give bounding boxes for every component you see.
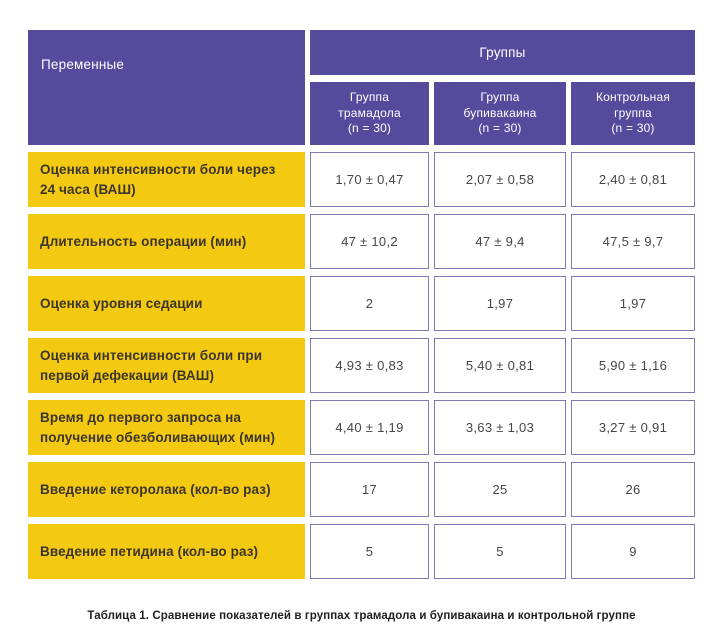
value-cell: 5	[310, 524, 429, 579]
cell-value: 47 ± 10,2	[341, 234, 398, 249]
value-cell: 3,63 ± 1,03	[434, 400, 566, 455]
row-label-cell: Оценка интенсивности боли при первой деф…	[28, 338, 305, 393]
value-cell: 47 ± 9,4	[434, 214, 566, 269]
row-label: Оценка интенсивности боли при первой деф…	[40, 347, 263, 383]
column-header-label: Группа бупивакаина	[463, 89, 537, 120]
cell-value: 1,97	[486, 296, 514, 311]
value-cell: 1,97	[571, 276, 695, 331]
column-header-n: (n = 30)	[478, 121, 522, 136]
value-cell: 4,93 ± 0,83	[310, 338, 429, 393]
value-cell: 47 ± 10,2	[310, 214, 429, 269]
column-header-n: (n = 30)	[611, 121, 655, 136]
cell-value: 9	[629, 544, 637, 559]
value-cell: 26	[571, 462, 695, 517]
column-header-n: (n = 30)	[347, 121, 392, 136]
value-cell: 47,5 ± 9,7	[571, 214, 695, 269]
value-cell: 17	[310, 462, 429, 517]
cell-value: 2,07 ± 0,58	[465, 172, 535, 187]
cell-value: 5,90 ± 1,16	[598, 358, 668, 373]
table-caption: Таблица 1. Сравнение показателей в групп…	[87, 610, 636, 622]
cell-value: 1,97	[619, 296, 647, 311]
column-header-label: Группа трамадола	[338, 89, 401, 120]
cell-value: 1,70 ± 0,47	[335, 172, 404, 187]
row-label: Оценка уровня седации	[40, 295, 203, 311]
groups-header-cell: Группы	[310, 30, 695, 75]
cell-value: 2	[365, 296, 374, 311]
value-cell: 1,70 ± 0,47	[310, 152, 429, 207]
cell-value: 47,5 ± 9,7	[602, 234, 664, 249]
comparison-table-figure: Переменные Группы Группа трамадола (n = …	[28, 30, 695, 622]
value-cell: 2,07 ± 0,58	[434, 152, 566, 207]
row-label-cell: Время до первого запроса на получение об…	[28, 400, 305, 455]
variables-header-label: Переменные	[41, 57, 125, 72]
row-label-cell: Введение кеторолака (кол-во раз)	[28, 462, 305, 517]
value-cell: 5	[434, 524, 566, 579]
row-label-cell: Оценка уровня седации	[28, 276, 305, 331]
cell-value: 47 ± 9,4	[475, 234, 525, 249]
cell-value: 2,40 ± 0,81	[598, 172, 668, 187]
column-header-bupivacaine: Группа бупивакаина (n = 30)	[434, 82, 566, 145]
cell-value: 4,40 ± 1,19	[335, 420, 404, 435]
row-label: Время до первого запроса на получение об…	[40, 409, 276, 445]
row-label: Введение кеторолака (кол-во раз)	[40, 481, 271, 497]
row-label-cell: Введение петидина (кол-во раз)	[28, 524, 305, 579]
row-label: Введение петидина (кол-во раз)	[40, 543, 259, 559]
cell-value: 5,40 ± 0,81	[465, 358, 535, 373]
cell-value: 4,93 ± 0,83	[335, 358, 404, 373]
column-header-tramadol: Группа трамадола (n = 30)	[310, 82, 429, 145]
cell-value: 3,63 ± 1,03	[465, 420, 535, 435]
value-cell: 9	[571, 524, 695, 579]
row-label-cell: Оценка интенсивности боли через 24 часа …	[28, 152, 305, 207]
value-cell: 5,40 ± 0,81	[434, 338, 566, 393]
column-header-label: Контрольная группа	[595, 89, 671, 120]
cell-value: 17	[361, 482, 378, 497]
value-cell: 5,90 ± 1,16	[571, 338, 695, 393]
row-label: Оценка интенсивности боли через 24 часа …	[40, 161, 276, 197]
cell-value: 5	[496, 544, 504, 559]
cell-value: 26	[625, 482, 641, 497]
variables-header-cell: Переменные	[28, 30, 305, 145]
cell-value: 3,27 ± 0,91	[598, 420, 668, 435]
value-cell: 3,27 ± 0,91	[571, 400, 695, 455]
table-grid: Переменные Группы Группа трамадола (n = …	[28, 30, 695, 579]
groups-header-label: Группы	[479, 45, 526, 60]
row-label: Длительность операции (мин)	[40, 233, 247, 249]
value-cell: 2	[310, 276, 429, 331]
value-cell: 1,97	[434, 276, 566, 331]
value-cell: 2,40 ± 0,81	[571, 152, 695, 207]
cell-value: 25	[492, 482, 508, 497]
value-cell: 25	[434, 462, 566, 517]
cell-value: 5	[365, 544, 374, 559]
column-header-control: Контрольная группа (n = 30)	[571, 82, 695, 145]
value-cell: 4,40 ± 1,19	[310, 400, 429, 455]
row-label-cell: Длительность операции (мин)	[28, 214, 305, 269]
